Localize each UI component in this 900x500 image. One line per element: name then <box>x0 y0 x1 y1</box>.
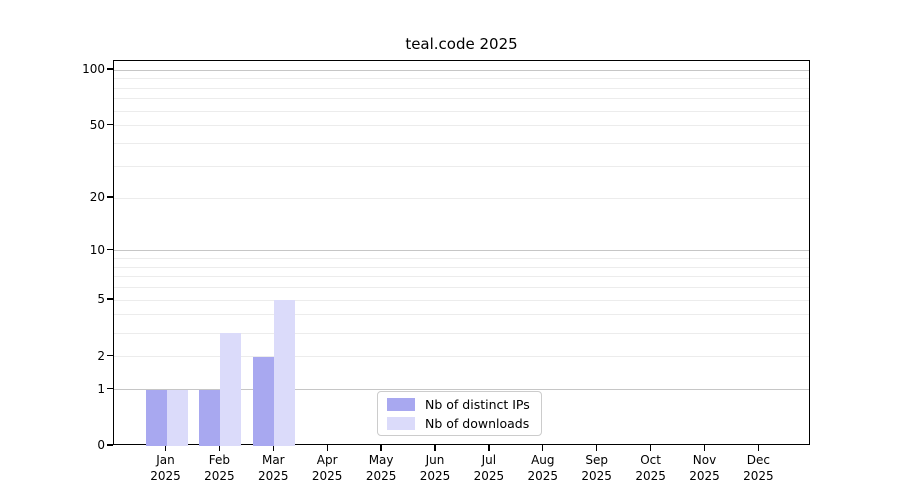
gridline-minor <box>114 266 809 268</box>
x-tick-mark <box>542 445 544 451</box>
x-tick-year: 2025 <box>258 469 289 483</box>
legend-item-distinct-ips: Nb of distinct IPs <box>387 397 541 412</box>
gridline-minor <box>114 314 809 316</box>
x-tick-month: Nov <box>692 453 717 467</box>
gridline-minor <box>114 197 809 199</box>
bar-downloads <box>274 300 296 446</box>
gridline-minor <box>114 356 809 358</box>
x-tick-label: Jun 2025 <box>407 452 463 484</box>
x-tick-year: 2025 <box>419 469 451 483</box>
gridline-minor <box>114 143 809 145</box>
gridline-minor <box>114 98 809 100</box>
y-tick-label: 1 <box>97 381 105 396</box>
legend-swatch-distinct-ips <box>387 397 415 411</box>
x-tick-month: Jun <box>425 453 445 467</box>
y-tick-label: 2 <box>97 348 105 363</box>
x-tick-year: 2025 <box>311 469 343 483</box>
x-tick-year: 2025 <box>635 469 666 483</box>
bar-distinct-ips <box>253 356 275 446</box>
y-tick-label: 50 <box>89 117 105 132</box>
x-tick-month: Sep <box>585 453 608 467</box>
y-tick-label: 0 <box>97 438 105 452</box>
y-tick-mark <box>107 124 113 126</box>
y-tick-label: 5 <box>97 292 105 307</box>
legend: Nb of distinct IPs Nb of downloads <box>377 391 542 436</box>
x-tick-label: Dec 2025 <box>730 452 786 484</box>
x-tick-label: Mar 2025 <box>245 452 301 484</box>
x-tick-year: 2025 <box>365 469 397 483</box>
x-tick-month: Apr <box>316 453 338 467</box>
x-tick-mark <box>434 445 436 451</box>
bar-downloads <box>166 389 188 446</box>
x-tick-label: Sep 2025 <box>569 452 625 484</box>
x-tick-month: Jul <box>481 453 497 467</box>
y-tick-mark <box>107 354 113 357</box>
x-tick-mark <box>649 445 652 451</box>
x-tick-label: Aug 2025 <box>515 452 571 484</box>
legend-swatch-downloads <box>387 416 415 430</box>
gridline-minor <box>114 287 809 289</box>
bar-distinct-ips <box>145 389 167 446</box>
x-tick-mark <box>757 445 760 451</box>
x-tick-label: Apr 2025 <box>299 452 355 484</box>
legend-item-downloads: Nb of downloads <box>387 416 541 431</box>
y-tick-mark <box>107 249 113 251</box>
gridline-minor <box>114 87 809 89</box>
gridline-minor <box>114 257 809 259</box>
x-tick-month: Feb <box>208 453 231 467</box>
x-tick-year: 2025 <box>204 469 235 483</box>
x-tick-year: 2025 <box>150 469 181 483</box>
bar-downloads <box>220 333 242 446</box>
gridline-minor <box>114 299 809 301</box>
gridline-minor <box>114 78 809 80</box>
y-tick-mark <box>107 444 113 446</box>
x-tick-month: Jan <box>156 453 175 467</box>
y-tick-mark <box>107 68 113 70</box>
chart-title: teal.code 2025 <box>405 35 518 53</box>
x-tick-label: Oct 2025 <box>623 452 679 484</box>
gridline-minor <box>114 332 809 334</box>
x-tick-mark <box>164 445 167 451</box>
x-tick-mark <box>703 445 706 451</box>
x-tick-year: 2025 <box>527 469 559 483</box>
x-tick-label: Feb 2025 <box>191 452 247 484</box>
y-tick-label: 20 <box>89 190 105 205</box>
x-tick-label: Nov 2025 <box>677 452 733 484</box>
x-tick-mark <box>272 445 274 451</box>
gridline-minor <box>114 110 809 112</box>
x-tick-month: Mar <box>261 453 285 467</box>
gridline-major <box>114 250 809 252</box>
x-tick-month: Aug <box>531 453 555 467</box>
x-tick-mark <box>488 445 490 451</box>
x-tick-mark <box>326 445 328 451</box>
gridline-major <box>114 69 809 71</box>
legend-label-downloads: Nb of downloads <box>425 415 530 431</box>
x-tick-year: 2025 <box>473 469 505 483</box>
y-tick-label: 10 <box>89 242 105 257</box>
x-tick-year: 2025 <box>743 469 774 483</box>
x-tick-mark <box>218 445 221 451</box>
y-tick-mark <box>107 196 113 198</box>
x-tick-month: May <box>368 453 394 467</box>
gridline-minor <box>114 165 809 167</box>
gridline-minor <box>114 276 809 278</box>
x-tick-label: Jan 2025 <box>138 452 194 484</box>
y-tick-mark <box>107 387 113 390</box>
plot-area <box>113 60 810 446</box>
gridline-minor <box>114 125 809 127</box>
x-tick-month: Oct <box>640 453 661 467</box>
x-tick-year: 2025 <box>689 469 720 483</box>
bar-distinct-ips <box>199 389 221 446</box>
gridline-major <box>114 389 809 391</box>
x-tick-year: 2025 <box>581 469 612 483</box>
x-tick-label: Jul 2025 <box>461 452 517 484</box>
y-tick-label: 100 <box>82 62 105 77</box>
x-tick-mark <box>596 445 598 451</box>
x-tick-label: May 2025 <box>353 452 409 484</box>
legend-label-distinct-ips: Nb of distinct IPs <box>425 396 530 412</box>
x-tick-month: Dec <box>746 453 770 467</box>
y-tick-mark <box>107 298 113 300</box>
x-tick-mark <box>380 445 382 451</box>
